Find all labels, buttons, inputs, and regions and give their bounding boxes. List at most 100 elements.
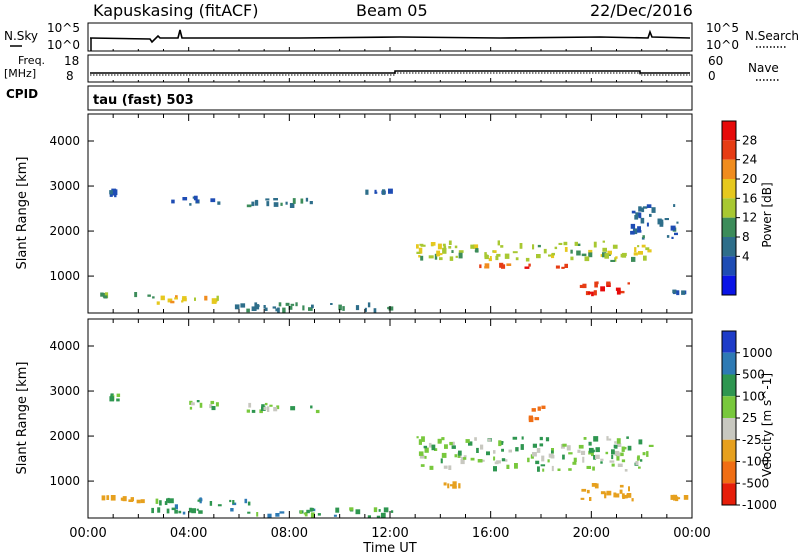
power-cell-7-35 [443, 245, 447, 251]
power-colorbar-label: Power [dB] [760, 182, 774, 247]
velocity-cell-6-65 [493, 456, 496, 461]
velocity-cell-6-12 [621, 459, 626, 463]
velocity-cell-4-3 [189, 400, 193, 405]
velocity-cell-9-0 [615, 493, 620, 498]
velocity-cell-5-13 [248, 402, 252, 408]
velocity-cell-4-4 [190, 402, 195, 406]
power-cell-9-11 [591, 291, 594, 297]
velocity-cell-1-21 [182, 511, 186, 515]
velocity-cell-2-11 [310, 507, 314, 512]
velocity-cell-2-20 [310, 512, 315, 518]
power-cell-7-66 [493, 250, 497, 253]
velocity-cell-6-33 [419, 454, 425, 459]
nave-label: Nave [748, 61, 779, 75]
power-cell-7-34 [608, 253, 611, 256]
velocity-colorbar: 1000 500 100 25 -25 -100 -500 -1000 [721, 330, 777, 512]
power-cell-6-3 [388, 188, 393, 194]
velocity-cell-0-0 [140, 499, 145, 504]
power-cell-10-1 [666, 235, 670, 238]
power-cell-10-29 [673, 204, 676, 207]
power-cell-10-9 [630, 223, 636, 229]
velocity-cell-2-6 [317, 513, 321, 516]
power-cell-7-20 [454, 245, 458, 249]
freq-right-tick-bottom: 0 [708, 69, 716, 83]
power-cell-2-16 [355, 305, 360, 311]
velocity-cell-9-19 [619, 489, 623, 494]
power-colorbar-band-5 [722, 217, 736, 237]
power-colorbar-label-0: 28 [742, 133, 757, 147]
velocity-cell-1-22 [230, 508, 234, 512]
velocity-cell-6-114 [636, 456, 640, 461]
velocity-cell-7-1 [450, 484, 453, 487]
power-cell-7-41 [551, 252, 555, 256]
velocity-cell-2-12 [275, 513, 280, 517]
velocity-cell-6-9 [506, 464, 510, 469]
velocity-cell-6-118 [539, 443, 544, 447]
velocity-cell-6-95 [545, 437, 550, 442]
power-cell-7-81 [451, 250, 454, 253]
freq-panel-frame [87, 54, 693, 83]
xtick-label-3: 12:00 [371, 526, 408, 541]
velocity-cell-1-16 [232, 500, 235, 504]
velocity-cell-2-2 [376, 515, 381, 518]
velocity-cell-0-5 [110, 495, 116, 501]
power-cell-2-25 [302, 305, 305, 311]
velocity-colorbar-label-0: 1000 [742, 346, 773, 360]
velocity-cell-6-4 [515, 447, 519, 452]
power-cell-11-5 [676, 290, 680, 296]
velocity-cell-4-2 [209, 404, 213, 409]
velocity-cell-6-136 [608, 438, 612, 441]
velocity-cell-6-87 [627, 445, 632, 451]
power-cell-7-45 [458, 252, 463, 259]
power-cell-4-1 [189, 203, 192, 206]
velocity-cell-2-5 [335, 507, 340, 513]
velocity-cell-6-18 [536, 448, 541, 453]
velocity-cell-6-47 [418, 451, 424, 456]
velocity-cell-6-55 [440, 458, 443, 464]
velocity-cell-9-4 [613, 492, 617, 498]
velocity-cell-1-19 [247, 511, 251, 514]
velocity-colorbar-label-2: 100 [742, 389, 765, 403]
power-cell-7-64 [584, 256, 590, 262]
power-cell-10-26 [638, 206, 642, 212]
velocity-cell-6-140 [474, 437, 477, 441]
power-cell-5-7 [273, 198, 278, 201]
power-cell-7-69 [436, 250, 441, 257]
power-cell-1-12 [212, 298, 218, 303]
velocity-cell-4-8 [189, 406, 193, 410]
power-cell-4-2 [210, 198, 216, 203]
velocity-cell-6-63 [557, 468, 561, 471]
velocity-cell-9-2 [628, 486, 630, 492]
axis-ticks: 1000 2000 3000 4000 1000 2000 3000 4000 00:00 04:… [49, 47, 711, 541]
velocity-cell-0-9 [122, 496, 127, 502]
power-cell-5-1 [246, 204, 252, 208]
velocity-cell-1-11 [151, 507, 154, 514]
velocity-cell-6-98 [416, 436, 419, 439]
power-cell-1-11 [194, 297, 196, 301]
velocity-cell-5-4 [264, 402, 268, 406]
velocity-cell-8-3 [541, 405, 546, 409]
velocity-cell-6-134 [550, 455, 555, 459]
power-colorbar-band-3 [722, 179, 736, 199]
velocity-cell-6-41 [600, 461, 603, 464]
power-cell-7-84 [612, 244, 618, 249]
power-cell-1-7 [170, 300, 175, 304]
power-cell-10-24 [642, 235, 645, 238]
power-cell-7-86 [637, 245, 640, 248]
velocity-cell-6-102 [532, 443, 537, 448]
power-cell-7-55 [602, 240, 605, 243]
date-title: 22/Dec/2016 [590, 1, 693, 20]
power-cell-7-38 [416, 244, 419, 249]
power-cell-0-3 [102, 293, 106, 298]
velocity-cell-6-38 [463, 457, 467, 460]
xlabel: Time UT [362, 541, 416, 554]
power-cell-9-12 [615, 287, 621, 291]
power-cell-7-21 [577, 243, 581, 246]
velocity-cell-6-74 [493, 450, 496, 454]
freq-label-2: [MHz] [4, 67, 36, 80]
velocity-cell-6-45 [481, 459, 485, 462]
velocity-cell-2-0 [390, 510, 394, 513]
power-cell-10-22 [671, 236, 674, 239]
velocity-cell-6-100 [451, 445, 456, 449]
velocity-cell-6-21 [611, 449, 615, 455]
